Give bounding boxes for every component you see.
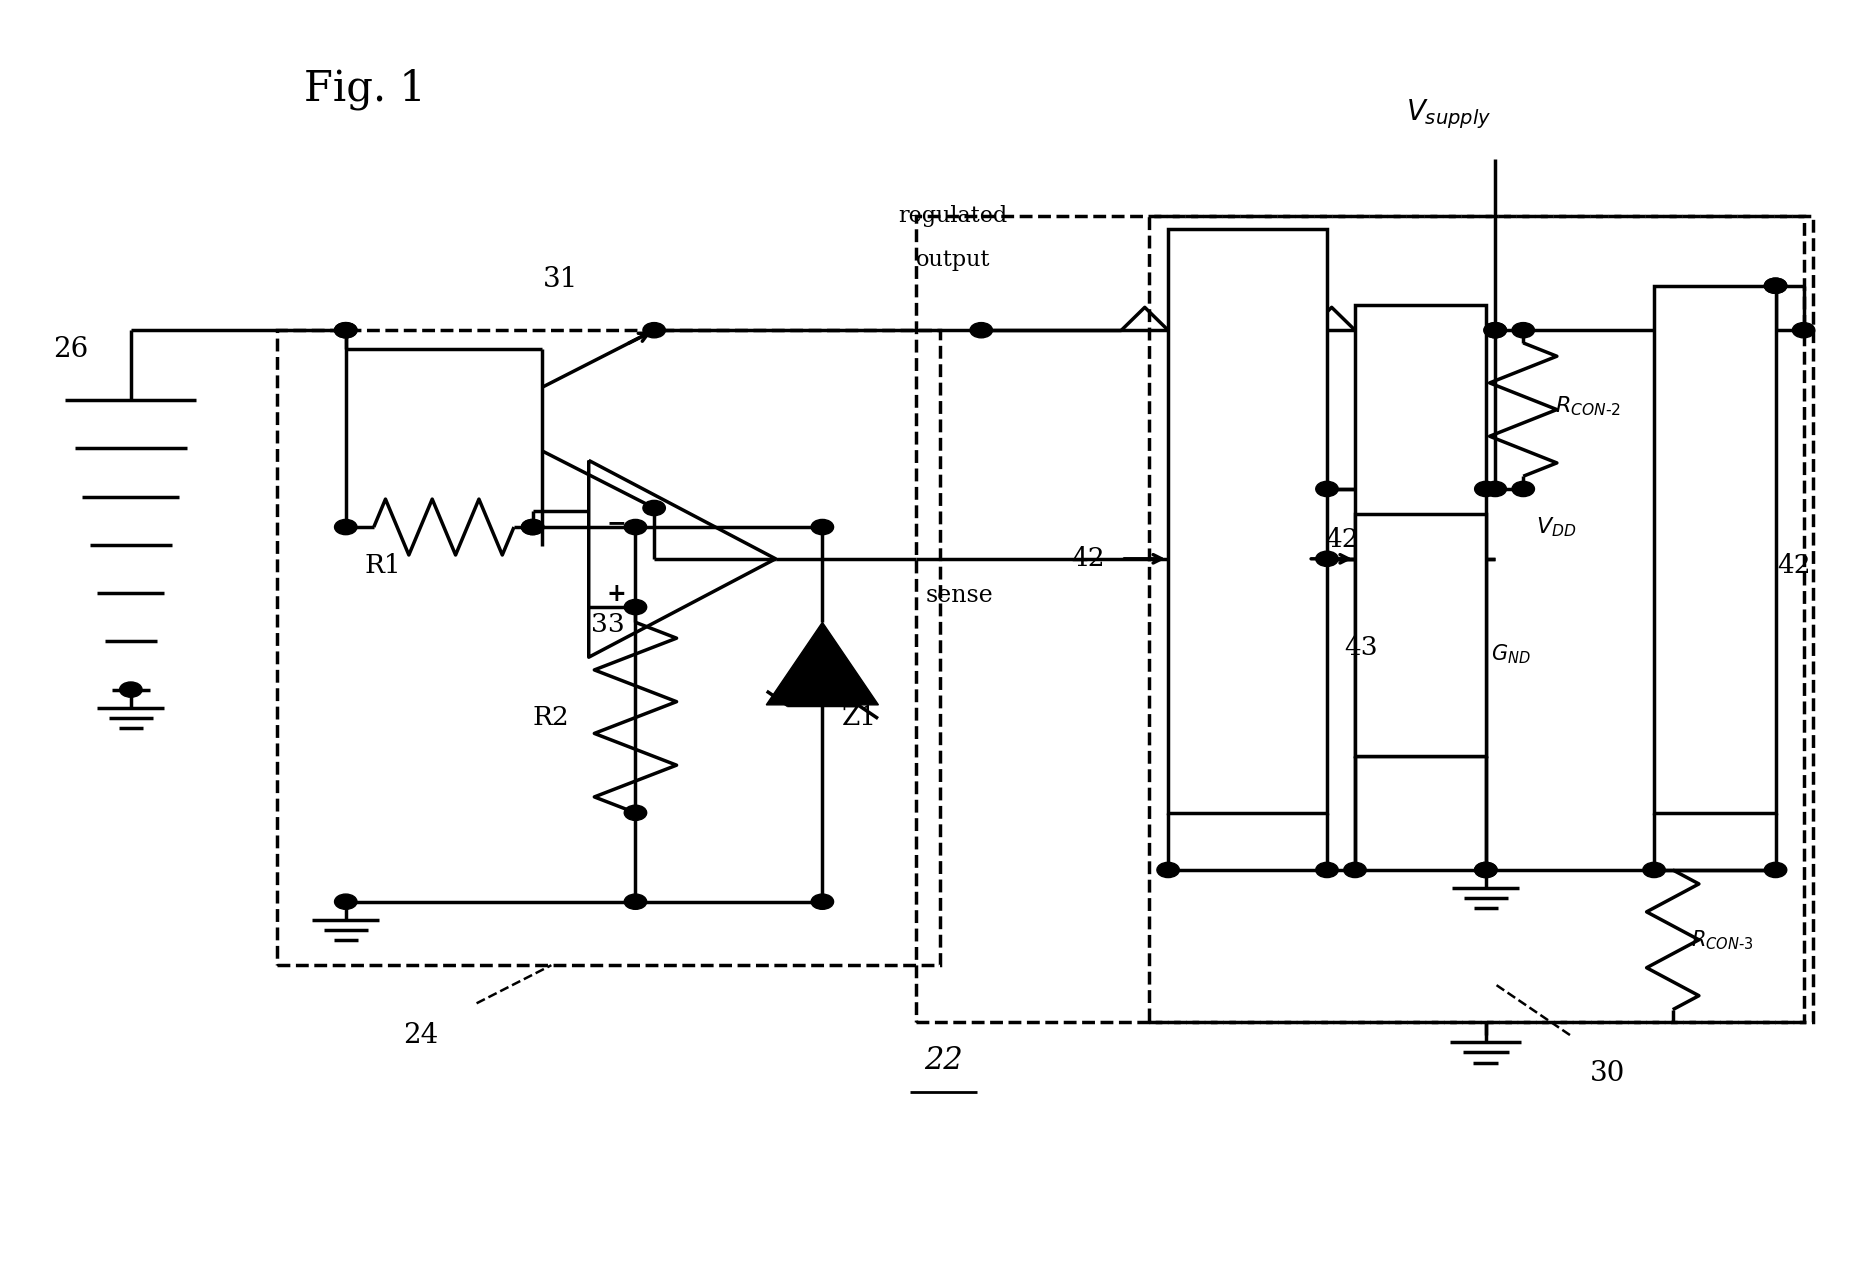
Circle shape bbox=[1484, 323, 1506, 338]
Circle shape bbox=[643, 500, 665, 516]
Circle shape bbox=[624, 894, 647, 909]
Circle shape bbox=[1316, 551, 1338, 566]
Circle shape bbox=[624, 599, 647, 615]
Circle shape bbox=[1512, 481, 1534, 497]
Circle shape bbox=[1316, 862, 1338, 878]
Circle shape bbox=[811, 894, 834, 909]
Text: 30: 30 bbox=[1591, 1059, 1624, 1087]
Text: $R_{CON\text{-}3}$: $R_{CON\text{-}3}$ bbox=[1691, 928, 1753, 951]
Circle shape bbox=[1764, 278, 1787, 293]
Circle shape bbox=[1643, 862, 1665, 878]
Text: output: output bbox=[916, 249, 991, 272]
Bar bbox=[916, 216, 1804, 1022]
Text: 22: 22 bbox=[925, 1045, 963, 1076]
Circle shape bbox=[335, 519, 357, 535]
Text: Fig. 1: Fig. 1 bbox=[303, 67, 426, 110]
Text: R1: R1 bbox=[364, 552, 402, 578]
Circle shape bbox=[1792, 323, 1815, 338]
Circle shape bbox=[335, 323, 357, 338]
Text: regulated: regulated bbox=[899, 204, 1007, 227]
Circle shape bbox=[521, 519, 544, 535]
Circle shape bbox=[1316, 481, 1338, 497]
Bar bbox=[277, 330, 940, 965]
Text: $G_{ND}$: $G_{ND}$ bbox=[1491, 643, 1531, 665]
Circle shape bbox=[1764, 862, 1787, 878]
Text: sense: sense bbox=[925, 584, 992, 607]
Text: $V_{supply}$: $V_{supply}$ bbox=[1405, 98, 1491, 131]
Circle shape bbox=[1475, 862, 1497, 878]
Text: −: − bbox=[607, 512, 626, 535]
Circle shape bbox=[1764, 278, 1787, 293]
Text: 24: 24 bbox=[404, 1021, 437, 1049]
Circle shape bbox=[624, 805, 647, 820]
Text: 43: 43 bbox=[1344, 635, 1377, 660]
Circle shape bbox=[1344, 862, 1366, 878]
Text: Z1: Z1 bbox=[843, 705, 877, 730]
Bar bbox=[1168, 229, 1327, 813]
Text: R2: R2 bbox=[533, 705, 570, 730]
Text: $V_{DD}$: $V_{DD}$ bbox=[1536, 516, 1577, 538]
Circle shape bbox=[624, 519, 647, 535]
Text: 26: 26 bbox=[54, 335, 88, 363]
Circle shape bbox=[521, 519, 544, 535]
Circle shape bbox=[643, 323, 665, 338]
Bar bbox=[1355, 305, 1486, 756]
Circle shape bbox=[120, 682, 142, 697]
Text: 31: 31 bbox=[544, 265, 578, 293]
Text: 42: 42 bbox=[1071, 546, 1105, 572]
Circle shape bbox=[1512, 323, 1534, 338]
Circle shape bbox=[970, 323, 992, 338]
Text: +: + bbox=[607, 583, 626, 606]
Circle shape bbox=[811, 519, 834, 535]
Text: $R_{CON\text{-}1}$: $R_{CON\text{-}1}$ bbox=[1189, 273, 1260, 298]
Polygon shape bbox=[766, 622, 878, 705]
Bar bbox=[1654, 286, 1776, 813]
Circle shape bbox=[1157, 862, 1179, 878]
Circle shape bbox=[1475, 862, 1497, 878]
Circle shape bbox=[1484, 481, 1506, 497]
Bar bbox=[1355, 514, 1486, 756]
Circle shape bbox=[335, 894, 357, 909]
Text: $R_{CON\text{-}2}$: $R_{CON\text{-}2}$ bbox=[1555, 395, 1620, 418]
Circle shape bbox=[1484, 323, 1506, 338]
Circle shape bbox=[1475, 481, 1497, 497]
Bar bbox=[1149, 216, 1813, 1022]
Circle shape bbox=[335, 323, 357, 338]
Text: 42: 42 bbox=[1325, 527, 1359, 552]
Text: 33: 33 bbox=[591, 612, 624, 638]
Text: 42: 42 bbox=[1777, 552, 1811, 578]
